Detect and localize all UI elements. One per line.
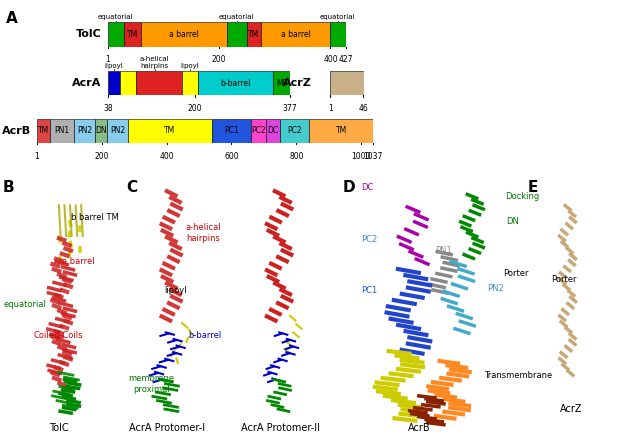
Text: Coiled-Coils: Coiled-Coils (34, 331, 83, 340)
Bar (181, 71, 197, 95)
Text: PC2: PC2 (288, 126, 302, 135)
Text: 46: 46 (358, 104, 368, 113)
Text: 400: 400 (159, 151, 174, 161)
Text: 800: 800 (289, 151, 304, 161)
Bar (227, 22, 247, 47)
Bar (136, 71, 181, 95)
Bar (251, 119, 266, 143)
Text: 400: 400 (323, 55, 337, 64)
Text: equatorial: equatorial (3, 300, 46, 309)
Text: a barrel: a barrel (62, 258, 94, 266)
Bar (197, 71, 273, 95)
Text: b-barrel: b-barrel (220, 79, 251, 88)
Text: AcrB: AcrB (408, 423, 431, 433)
Text: TolC: TolC (76, 29, 102, 40)
Text: A: A (6, 11, 18, 26)
Text: b barrel TM: b barrel TM (71, 213, 118, 222)
Text: 200: 200 (94, 151, 109, 161)
Text: Transmembrane: Transmembrane (484, 371, 553, 380)
Text: PN1: PN1 (435, 246, 452, 255)
Text: PN2: PN2 (487, 284, 504, 293)
Text: AcrA Protomer-II: AcrA Protomer-II (241, 423, 320, 433)
Text: AcrA Protomer-I: AcrA Protomer-I (128, 423, 205, 433)
Bar (212, 119, 251, 143)
Bar (107, 119, 128, 143)
Bar (124, 22, 141, 47)
Text: 38: 38 (103, 104, 113, 113)
Text: 1: 1 (328, 104, 333, 113)
Bar (331, 22, 346, 47)
Text: Porter: Porter (503, 269, 528, 278)
Text: equatorial: equatorial (320, 14, 355, 20)
Bar (141, 22, 227, 47)
Text: a-helical
hairpins: a-helical hairpins (185, 223, 221, 243)
Bar (280, 119, 309, 143)
Text: 1037: 1037 (363, 151, 383, 161)
Text: DN: DN (96, 126, 107, 135)
Text: B: B (3, 180, 15, 195)
Text: TM: TM (248, 30, 259, 39)
Bar (247, 22, 261, 47)
Text: lipoyl: lipoyl (165, 286, 187, 295)
Text: b-barrel: b-barrel (188, 331, 222, 340)
Text: PN2: PN2 (77, 126, 92, 135)
Text: a barrel: a barrel (281, 30, 310, 39)
Bar (50, 119, 74, 143)
Bar (266, 119, 280, 143)
Text: DC: DC (361, 183, 373, 192)
Text: 427: 427 (338, 55, 353, 64)
Text: 200: 200 (188, 104, 202, 113)
Text: TolC: TolC (49, 423, 68, 433)
Text: equatorial: equatorial (98, 14, 133, 20)
Text: C: C (126, 180, 138, 195)
Text: lipoyl: lipoyl (180, 63, 199, 69)
Text: AcrZ: AcrZ (283, 78, 312, 88)
Text: 1: 1 (106, 55, 110, 64)
Bar (120, 71, 136, 95)
Text: PC2: PC2 (251, 126, 266, 135)
Text: equatorial: equatorial (219, 14, 255, 20)
Text: lipoyl: lipoyl (104, 63, 123, 69)
Bar (128, 119, 212, 143)
Text: membrane
proximal: membrane proximal (128, 374, 174, 394)
Text: Porter: Porter (551, 275, 576, 284)
Text: DC: DC (267, 126, 278, 135)
Text: a-helical
hairpins: a-helical hairpins (140, 56, 170, 69)
Bar (309, 119, 373, 143)
Text: E: E (528, 180, 538, 195)
Text: AcrA: AcrA (72, 78, 102, 88)
Text: a barrel: a barrel (169, 30, 199, 39)
Bar (273, 71, 290, 95)
Bar (108, 22, 124, 47)
Text: PN2: PN2 (110, 126, 125, 135)
Text: PN1: PN1 (54, 126, 70, 135)
Text: 377: 377 (283, 104, 297, 113)
Text: PC2: PC2 (361, 235, 377, 244)
Text: 1000: 1000 (352, 151, 371, 161)
Text: TM: TM (127, 30, 138, 39)
Text: 200: 200 (212, 55, 226, 64)
Text: Docking: Docking (505, 192, 539, 201)
Text: TM: TM (164, 126, 175, 135)
Text: PC1: PC1 (224, 126, 239, 135)
Bar (95, 119, 107, 143)
Text: TM: TM (336, 126, 347, 135)
Text: D: D (342, 180, 355, 195)
Bar (74, 119, 95, 143)
Bar (261, 22, 331, 47)
Bar (108, 71, 120, 95)
Text: MP: MP (276, 79, 287, 88)
Text: PC1: PC1 (361, 286, 377, 295)
Text: AcrZ: AcrZ (560, 404, 582, 414)
Text: 1: 1 (35, 151, 39, 161)
Text: TM: TM (38, 126, 49, 135)
Bar (37, 119, 50, 143)
Text: AcrB: AcrB (2, 126, 31, 136)
Text: DN: DN (506, 217, 519, 226)
Text: 600: 600 (224, 151, 239, 161)
